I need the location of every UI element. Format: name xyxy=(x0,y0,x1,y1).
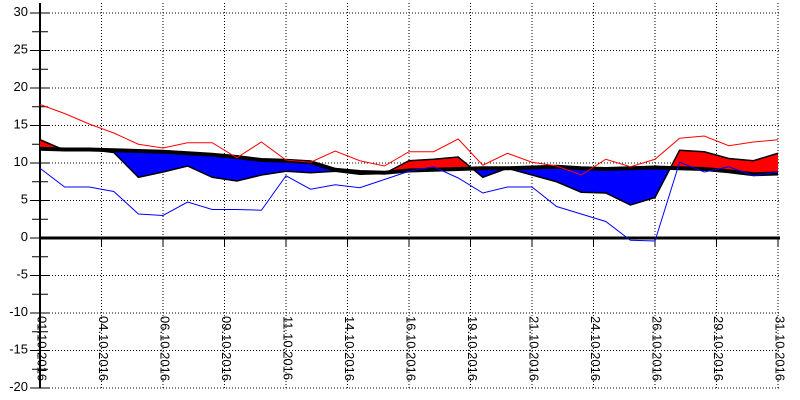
max-line xyxy=(39,104,779,176)
mean-line xyxy=(39,139,779,206)
y-tick-label: 0 xyxy=(21,229,28,244)
x-tick-label: 29.10.2016 xyxy=(711,316,726,381)
y-tick-label: -15 xyxy=(9,342,28,357)
normal-line xyxy=(39,146,779,177)
x-tick-label: 16.10.2016 xyxy=(404,316,419,381)
x-tick-label: 19.10.2016 xyxy=(465,316,480,381)
y-tick-label: 30 xyxy=(14,4,28,19)
x-tick-label: 06.10.2016 xyxy=(158,316,173,381)
x-tick-label: 04.10.2016 xyxy=(96,316,111,381)
x-tick-label: 26.10.2016 xyxy=(650,316,665,381)
x-tick-label: 21.10.2016 xyxy=(527,316,542,381)
y-tick-label: 5 xyxy=(21,192,28,207)
x-tick-label: 09.10.2016 xyxy=(219,316,234,381)
y-tick-label: 25 xyxy=(14,42,28,57)
y-tick-label: -10 xyxy=(9,304,28,319)
y-tick-label: -20 xyxy=(9,379,28,394)
x-tick-label: 14.10.2016 xyxy=(342,316,357,381)
min-line xyxy=(39,161,779,242)
y-tick-label: -5 xyxy=(16,267,28,282)
y-tick-label: 15 xyxy=(14,117,28,132)
y-tick-label: 10 xyxy=(14,154,28,169)
x-tick-label: 31.10.2016 xyxy=(773,316,788,381)
x-tick-label: 01.10.2016 xyxy=(35,316,50,381)
y-tick-label: 20 xyxy=(14,79,28,94)
x-tick-label: 24.10.2016 xyxy=(588,316,603,381)
x-tick-label: 11.10.2016 xyxy=(281,316,296,380)
